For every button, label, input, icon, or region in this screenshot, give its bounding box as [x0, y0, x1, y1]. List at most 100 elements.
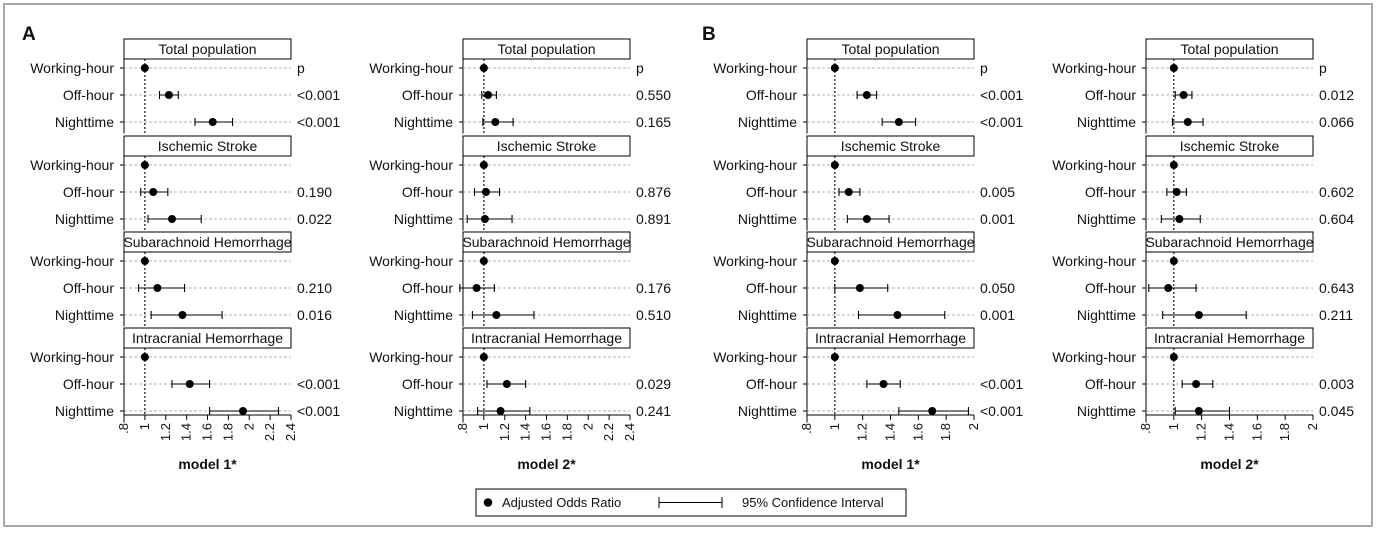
row-label: Nighttime	[394, 403, 453, 419]
row-label: Nighttime	[1077, 403, 1136, 419]
forest-plot-a-model-2: Total population Working-hour p Off-hour 0.5…	[369, 38, 671, 472]
odds-ratio-point	[238, 407, 247, 415]
x-tick-label: .8	[799, 423, 814, 434]
p-value: 0.045	[1319, 403, 1354, 419]
odds-ratio-point	[879, 380, 888, 388]
odds-ratio-point	[1169, 161, 1178, 169]
odds-ratio-point	[492, 311, 501, 319]
row-label: Working-hour	[1052, 60, 1136, 76]
group-title: Ischemic Stroke	[158, 138, 258, 154]
row-off-hour: Off-hour <0.001	[63, 87, 341, 103]
group-title-box	[123, 38, 292, 60]
p-value: 0.029	[636, 376, 671, 392]
odds-ratio-point	[472, 284, 481, 292]
row-working-hour: Working-hour	[30, 253, 291, 269]
row-working-hour: Working-hour	[1052, 349, 1313, 365]
x-tick-label: 2	[966, 423, 981, 430]
p-value: 0.211	[1319, 307, 1353, 323]
odds-ratio-point	[185, 380, 194, 388]
odds-ratio-point	[480, 215, 489, 223]
row-nighttime: Nighttime 0.891	[394, 211, 671, 227]
row-off-hour: Off-hour 0.003	[1085, 376, 1354, 392]
odds-ratio-point	[491, 118, 500, 126]
p-value: 0.066	[1319, 114, 1354, 130]
group-title: Total population	[841, 41, 939, 57]
row-working-hour: Working-hour	[713, 253, 974, 269]
odds-ratio-point	[140, 161, 149, 169]
x-tick-label: 1.4	[1222, 423, 1237, 441]
group-ischemic-stroke: Ischemic Stroke Working-hour Off-hour 0.876…	[369, 135, 671, 231]
group-title: Ischemic Stroke	[841, 138, 941, 154]
row-label: Off-hour	[63, 280, 114, 296]
group-title: Total population	[497, 41, 595, 57]
model-label: model 2*	[517, 456, 576, 472]
x-tick-label: 1.6	[200, 423, 215, 441]
p-value: 0.005	[980, 184, 1015, 200]
p-value: p	[297, 60, 305, 76]
group-title-box	[123, 327, 292, 349]
odds-ratio-point	[140, 64, 149, 72]
group-total-population: Total population Working-hour p Off-hour 0.0…	[1052, 38, 1354, 134]
group-title: Subarachnoid Hemorrhage	[1145, 234, 1313, 250]
row-off-hour: Off-hour 0.012	[1085, 87, 1354, 103]
x-tick-label: 2	[241, 423, 256, 430]
row-working-hour: Working-hour	[713, 349, 974, 365]
x-tick-label: 1.8	[559, 423, 574, 441]
row-working-hour: Working-hour	[30, 349, 291, 365]
x-tick-label: 1.2	[158, 423, 173, 441]
row-working-hour: Working-hour	[713, 157, 974, 173]
row-label: Nighttime	[394, 211, 453, 227]
row-nighttime: Nighttime 0.604	[1077, 211, 1354, 227]
row-label: Nighttime	[1077, 211, 1136, 227]
odds-ratio-point	[479, 161, 488, 169]
p-value: 0.016	[297, 307, 332, 323]
odds-ratio-point	[893, 311, 902, 319]
odds-ratio-point	[855, 284, 864, 292]
row-nighttime: Nighttime 0.241	[394, 403, 671, 419]
row-nighttime: Nighttime 0.066	[1077, 114, 1354, 130]
group-intracranial-hemorrhage: Intracranial Hemorrhage Working-hour Off-h…	[30, 327, 341, 423]
x-tick-label: 1	[1166, 423, 1181, 430]
p-value: <0.001	[297, 403, 340, 419]
row-nighttime: Nighttime <0.001	[738, 114, 1024, 130]
odds-ratio-point	[1164, 284, 1173, 292]
row-label: Nighttime	[55, 403, 114, 419]
plots: Total population Working-hour p Off-hour <0.…	[30, 38, 1354, 472]
row-label: Nighttime	[55, 114, 114, 130]
x-tick-label: 1.8	[220, 423, 235, 441]
row-label: Working-hour	[369, 253, 453, 269]
odds-ratio-point	[164, 91, 173, 99]
panel-label-b: B	[702, 24, 716, 45]
x-axis: .8 1 1.2 1.4 1.6 1.8 2 model 1*	[799, 414, 981, 472]
row-label: Nighttime	[1077, 114, 1136, 130]
legend: Adjusted Odds Ratio 95% Confidence Inter…	[475, 488, 907, 517]
row-label: Off-hour	[63, 184, 114, 200]
row-off-hour: Off-hour 0.050	[746, 280, 1015, 296]
group-title-box	[806, 231, 975, 253]
row-label: Off-hour	[402, 376, 453, 392]
group-subarachnoid-hemorrhage: Subarachnoid Hemorrhage Working-hour Off-h…	[369, 231, 671, 327]
odds-ratio-point	[496, 407, 505, 415]
x-tick-label: 1.6	[910, 423, 925, 441]
row-off-hour: Off-hour 0.550	[402, 87, 671, 103]
row-off-hour: Off-hour 0.602	[1085, 184, 1354, 200]
p-value: 0.012	[1319, 87, 1354, 103]
row-nighttime: Nighttime 0.001	[738, 307, 1015, 323]
p-value: 0.241	[636, 403, 671, 419]
row-working-hour: Working-hour p	[30, 60, 305, 76]
x-tick-label: 1.8	[1277, 423, 1292, 441]
row-nighttime: Nighttime 0.510	[394, 307, 671, 323]
p-value: 0.602	[1319, 184, 1354, 200]
model-label: model 1*	[178, 456, 237, 472]
row-off-hour: Off-hour 0.190	[63, 184, 332, 200]
p-value: 0.643	[1319, 280, 1354, 296]
row-nighttime: Nighttime <0.001	[55, 403, 341, 419]
group-title: Total population	[158, 41, 256, 57]
row-nighttime: Nighttime 0.016	[55, 307, 332, 323]
row-label: Off-hour	[1085, 280, 1136, 296]
row-off-hour: Off-hour 0.176	[402, 280, 671, 296]
group-subarachnoid-hemorrhage: Subarachnoid Hemorrhage Working-hour Off-h…	[713, 231, 1015, 327]
group-title: Intracranial Hemorrhage	[132, 330, 283, 346]
group-title: Intracranial Hemorrhage	[1154, 330, 1305, 346]
group-title: Intracranial Hemorrhage	[471, 330, 622, 346]
